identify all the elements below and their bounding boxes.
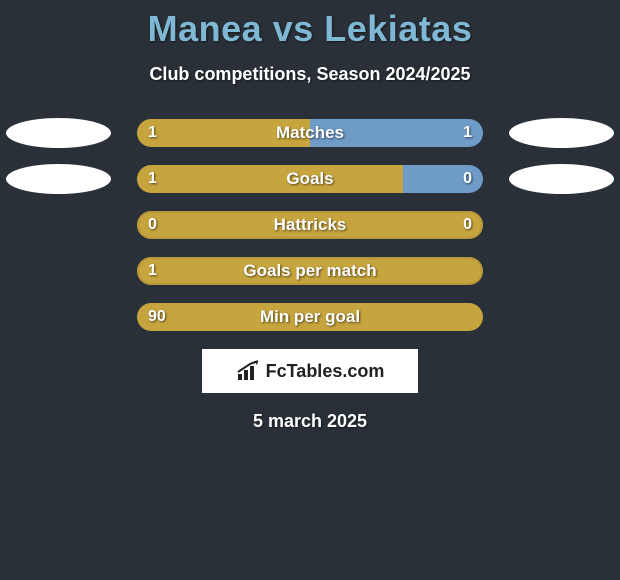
value-left: 1	[148, 165, 157, 193]
stat-row: Goals1 0	[0, 165, 620, 193]
source-logo: FcTables.com	[202, 349, 418, 393]
stat-label: Goals	[137, 165, 483, 193]
comparison-chart: Matches11Goals10Hattricks00Goals per mat…	[0, 119, 620, 331]
page-subtitle: Club competitions, Season 2024/2025	[0, 64, 620, 85]
player-bubble-right	[509, 118, 614, 148]
stat-row: Min per goal90	[0, 303, 620, 331]
value-right: 1	[463, 119, 472, 147]
page-title: Manea vs Lekiatas	[0, 0, 620, 50]
stat-row: Matches1 1	[0, 119, 620, 147]
bar-chart-icon	[236, 360, 262, 382]
value-left: 0	[148, 211, 157, 239]
stat-row: Hattricks0 0	[0, 211, 620, 239]
date-line: 5 march 2025	[0, 411, 620, 432]
value-right: 0	[463, 165, 472, 193]
value-left: 1	[148, 119, 157, 147]
value-left: 1	[148, 257, 157, 285]
player-bubble-right	[509, 164, 614, 194]
stat-row: Goals per match1	[0, 257, 620, 285]
player-bubble-left	[6, 118, 111, 148]
value-right: 0	[463, 211, 472, 239]
stat-label: Min per goal	[137, 303, 483, 331]
stat-label: Goals per match	[137, 257, 483, 285]
stat-label: Matches	[137, 119, 483, 147]
stat-label: Hattricks	[137, 211, 483, 239]
value-left: 90	[148, 303, 166, 331]
player-bubble-left	[6, 164, 111, 194]
logo-text: FcTables.com	[266, 361, 385, 382]
